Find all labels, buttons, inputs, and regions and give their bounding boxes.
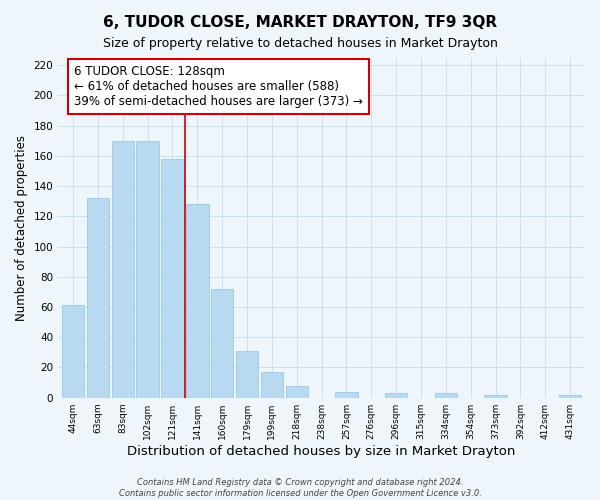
Bar — [87, 198, 109, 398]
Bar — [385, 393, 407, 398]
Text: 6, TUDOR CLOSE, MARKET DRAYTON, TF9 3QR: 6, TUDOR CLOSE, MARKET DRAYTON, TF9 3QR — [103, 15, 497, 30]
Text: 6 TUDOR CLOSE: 128sqm
← 61% of detached houses are smaller (588)
39% of semi-det: 6 TUDOR CLOSE: 128sqm ← 61% of detached … — [74, 65, 363, 108]
Bar — [559, 394, 581, 398]
Bar — [260, 372, 283, 398]
Bar — [186, 204, 209, 398]
Bar — [484, 394, 507, 398]
Bar — [136, 140, 159, 398]
Bar — [62, 306, 84, 398]
Y-axis label: Number of detached properties: Number of detached properties — [15, 134, 28, 320]
Bar — [161, 159, 184, 398]
Text: Contains HM Land Registry data © Crown copyright and database right 2024.
Contai: Contains HM Land Registry data © Crown c… — [119, 478, 481, 498]
Bar — [211, 289, 233, 398]
Text: Size of property relative to detached houses in Market Drayton: Size of property relative to detached ho… — [103, 38, 497, 51]
Bar — [112, 140, 134, 398]
Bar — [286, 386, 308, 398]
Bar — [434, 393, 457, 398]
X-axis label: Distribution of detached houses by size in Market Drayton: Distribution of detached houses by size … — [127, 444, 516, 458]
Bar — [236, 351, 258, 398]
Bar — [335, 392, 358, 398]
